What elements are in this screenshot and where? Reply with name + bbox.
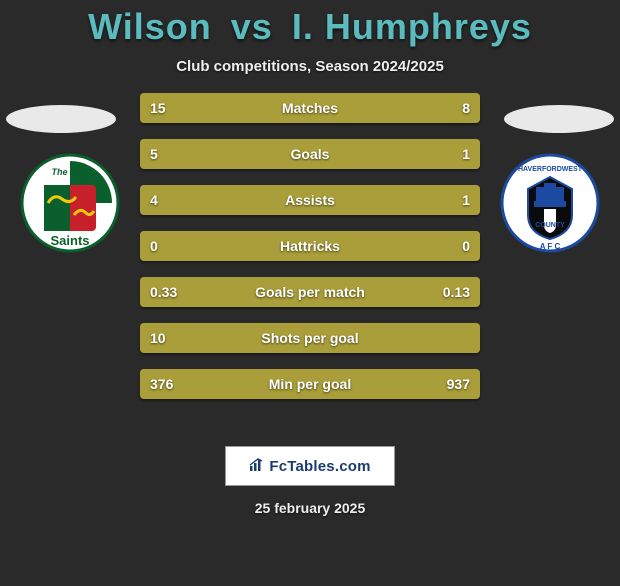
player1-platform [6, 105, 116, 133]
stat-value-left: 4 [150, 185, 158, 215]
subtitle: Club competitions, Season 2024/2025 [0, 58, 620, 75]
stat-value-right: 937 [447, 369, 470, 399]
stat-value-left: 10 [150, 323, 166, 353]
chart-icon [249, 458, 265, 475]
stat-row: Min per goal376 937 [140, 369, 480, 399]
stat-row: Goals5 1 [140, 139, 480, 169]
stat-label: Shots per goal [140, 323, 480, 353]
stat-value-left: 376 [150, 369, 173, 399]
stat-label: Goals per match [140, 277, 480, 307]
stat-value-left: 15 [150, 93, 166, 123]
watermark: FcTables.com [225, 446, 395, 486]
watermark-text: FcTables.com [269, 458, 370, 475]
haverfordwest-county-crest: HAVERFORDWEST COUNTY A F C [500, 153, 600, 253]
the-new-saints-crest: The New Saints [20, 153, 120, 253]
vs-label: vs [231, 6, 273, 47]
player2-name: I. Humphreys [292, 6, 532, 47]
stat-label: Hattricks [140, 231, 480, 261]
stat-row: Assists4 1 [140, 185, 480, 215]
stat-label: Goals [140, 139, 480, 169]
stat-row: Hattricks0 0 [140, 231, 480, 261]
stat-row: Goals per match0.33 0.13 [140, 277, 480, 307]
stat-value-right: 8 [462, 93, 470, 123]
stat-row: Shots per goal10 [140, 323, 480, 353]
svg-text:COUNTY: COUNTY [535, 222, 565, 229]
stat-value-left: 5 [150, 139, 158, 169]
stat-label: Min per goal [140, 369, 480, 399]
svg-text:A F C: A F C [540, 242, 561, 251]
stat-value-right: 0 [462, 231, 470, 261]
player1-name: Wilson [88, 6, 212, 47]
svg-text:HAVERFORDWEST: HAVERFORDWEST [518, 166, 583, 173]
stat-row: Matches15 8 [140, 93, 480, 123]
stat-label: Matches [140, 93, 480, 123]
stat-value-right: 1 [462, 139, 470, 169]
page-title: Wilson vs I. Humphreys [0, 6, 620, 48]
stat-label: Assists [140, 185, 480, 215]
player2-platform [504, 105, 614, 133]
stat-value-right: 1 [462, 185, 470, 215]
svg-text:Saints: Saints [50, 233, 89, 248]
stat-value-left: 0 [150, 231, 158, 261]
footer-date: 25 february 2025 [0, 500, 620, 516]
stat-value-right: 0.13 [443, 277, 470, 307]
svg-text:The New: The New [51, 167, 89, 177]
stat-value-left: 0.33 [150, 277, 177, 307]
stat-bars: Matches158Goals51Assists41Hattricks00Goa… [140, 93, 480, 415]
